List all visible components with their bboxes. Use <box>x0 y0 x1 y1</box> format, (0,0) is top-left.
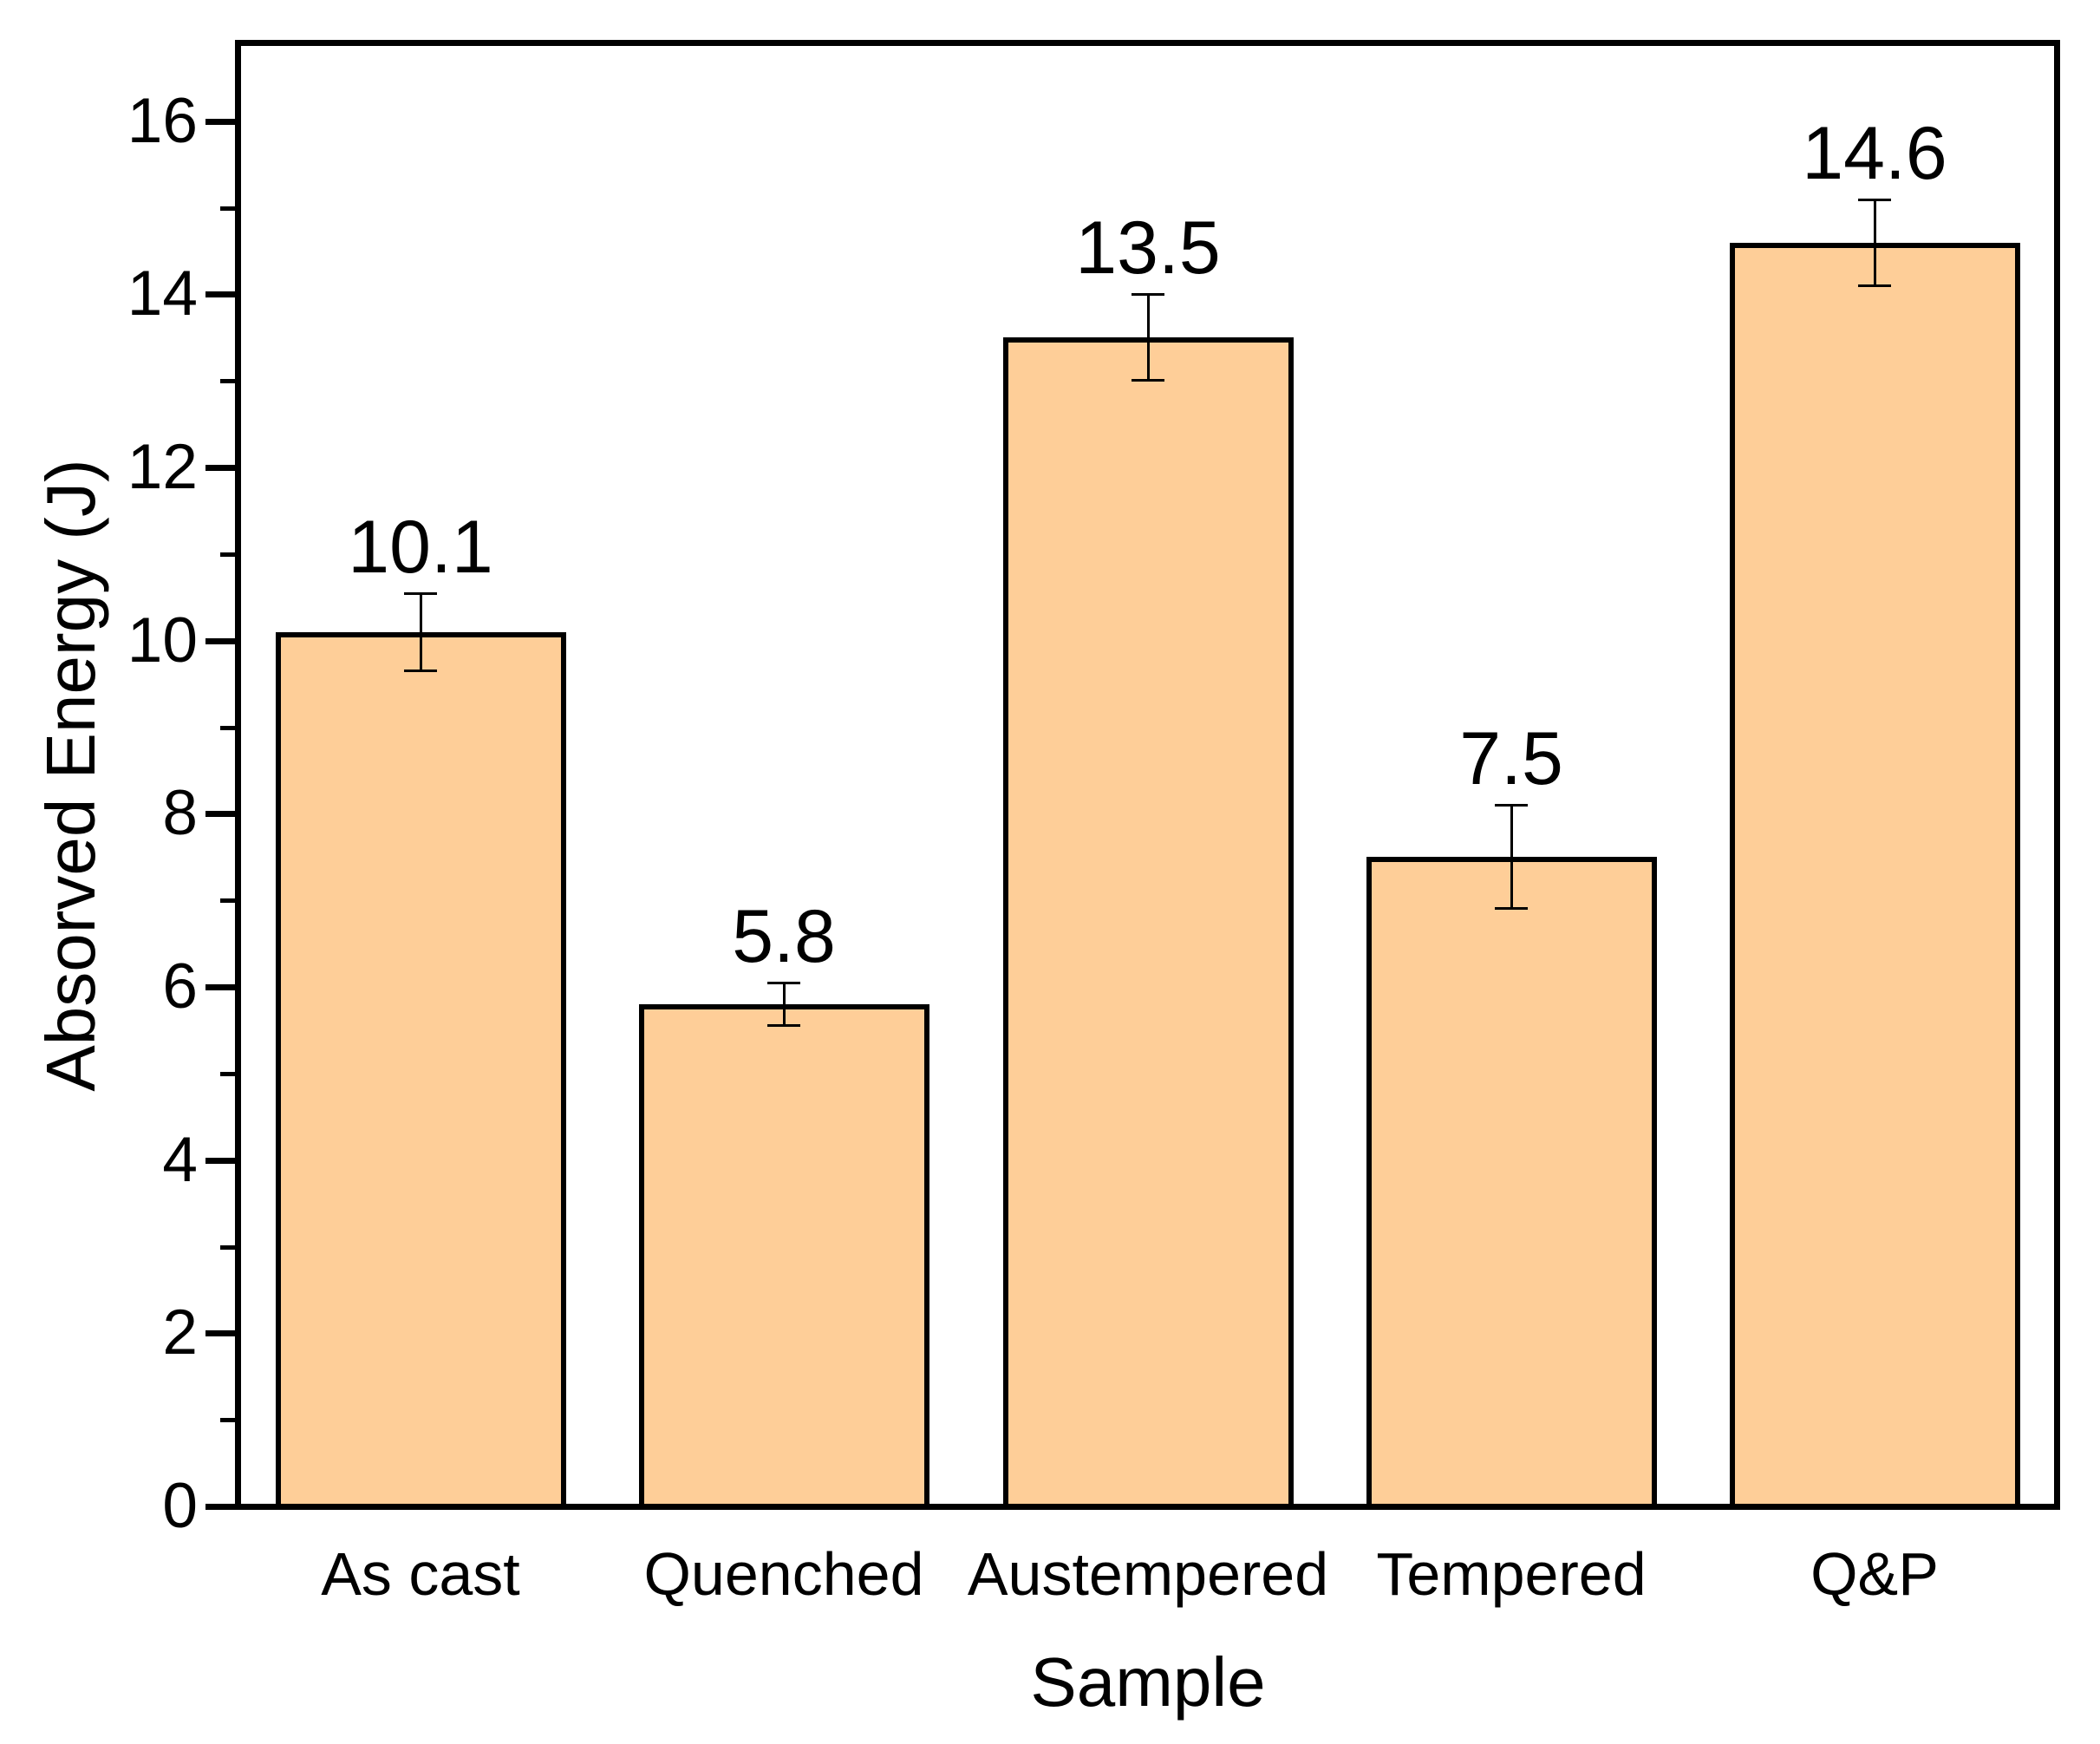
x-category-label: Quenched <box>643 1540 924 1608</box>
bar <box>638 1004 929 1510</box>
y-tick-label: 2 <box>162 1297 198 1368</box>
error-bar-cap-top <box>1858 199 1891 201</box>
y-tick-label: 16 <box>127 86 198 156</box>
y-tick-label: 0 <box>162 1471 198 1541</box>
bar-value-label: 14.6 <box>1802 112 1947 195</box>
bar <box>1366 857 1657 1510</box>
y-tick-label: 4 <box>162 1125 198 1195</box>
y-tick-label: 8 <box>162 778 198 848</box>
y-major-tick <box>205 984 238 990</box>
y-tick-label: 10 <box>127 605 198 676</box>
error-bar-stem <box>1510 805 1513 909</box>
y-minor-tick <box>220 1072 238 1076</box>
y-minor-tick <box>220 552 238 557</box>
bar-value-label: 5.8 <box>732 895 836 978</box>
x-category-label: As cast <box>321 1540 520 1608</box>
y-major-tick <box>205 465 238 471</box>
y-major-tick <box>205 1158 238 1164</box>
error-bar-cap-bottom <box>767 1024 800 1027</box>
error-bar-cap-bottom <box>1132 379 1164 382</box>
y-minor-tick <box>220 1245 238 1250</box>
error-bar-cap-bottom <box>1495 907 1528 910</box>
y-tick-label: 6 <box>162 951 198 1022</box>
error-bar-cap-top <box>404 592 437 595</box>
error-bar-cap-bottom <box>1858 284 1891 287</box>
x-category-label: Q&P <box>1810 1540 1939 1608</box>
error-bar-stem <box>783 983 786 1026</box>
bar <box>1729 243 2020 1510</box>
y-minor-tick <box>220 206 238 211</box>
y-major-tick <box>205 1330 238 1336</box>
y-major-tick <box>205 638 238 644</box>
y-minor-tick <box>220 1418 238 1422</box>
error-bar-cap-top <box>767 982 800 984</box>
x-category-label: Tempered <box>1376 1540 1647 1608</box>
error-bar-stem <box>1874 199 1876 286</box>
x-category-label: Austempered <box>967 1540 1329 1608</box>
y-major-tick <box>205 291 238 297</box>
bar <box>275 632 566 1510</box>
bar-value-label: 13.5 <box>1075 206 1221 290</box>
bar-value-label: 10.1 <box>348 506 493 589</box>
error-bar-cap-top <box>1132 293 1164 296</box>
y-minor-tick <box>220 726 238 730</box>
y-tick-label: 12 <box>127 432 198 502</box>
bar-value-label: 7.5 <box>1459 717 1563 800</box>
y-minor-tick <box>220 379 238 383</box>
x-axis-title: Sample <box>1030 1643 1266 1721</box>
y-axis-title: Absorved Energy (J) <box>32 459 109 1092</box>
error-bar-stem <box>420 593 422 671</box>
y-tick-label: 14 <box>127 258 198 329</box>
error-bar-cap-top <box>1495 804 1528 807</box>
bar <box>1002 337 1294 1510</box>
y-major-tick <box>205 119 238 125</box>
y-major-tick <box>205 811 238 817</box>
y-minor-tick <box>220 898 238 903</box>
y-major-tick <box>205 1504 238 1510</box>
error-bar-stem <box>1147 294 1150 381</box>
error-bar-cap-bottom <box>404 670 437 672</box>
